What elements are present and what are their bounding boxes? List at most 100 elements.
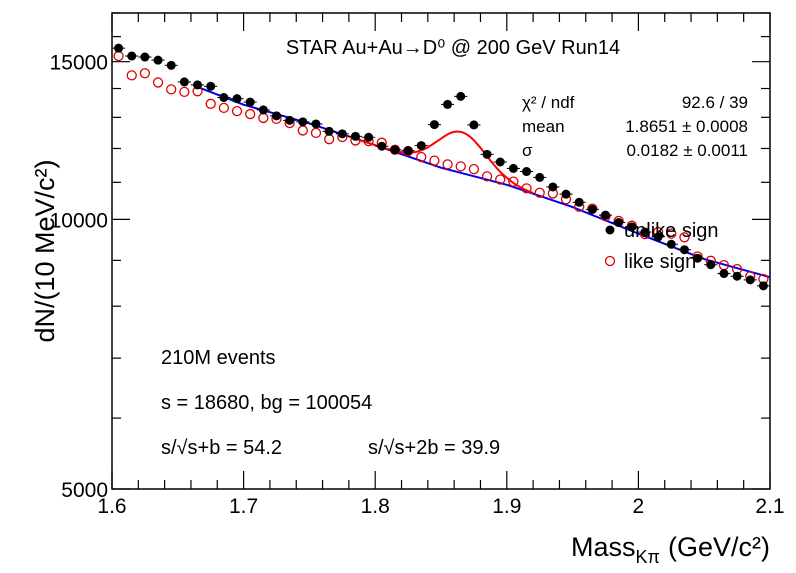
like-sign-point: [245, 108, 256, 120]
unlike-sign-point: [627, 222, 637, 232]
unlike-sign-point: [693, 253, 703, 263]
like-sign-point: [205, 98, 216, 109]
like-sign-point: [508, 176, 519, 187]
like-sign-point: [218, 102, 230, 114]
like-sign-point: [179, 86, 190, 98]
like-sign-point: [139, 68, 151, 79]
unlike-sign-point: [443, 99, 453, 109]
unlike-sign-point: [614, 218, 624, 228]
like-sign-point: [495, 174, 506, 185]
unlike-sign-point: [482, 149, 492, 159]
legend-label-unlike-sign: unlike sign: [624, 220, 719, 242]
like-sign-point: [152, 77, 164, 88]
unlike-sign-point: [456, 91, 466, 101]
unlike-sign-point: [666, 239, 676, 249]
unlike-sign-point: [153, 55, 163, 65]
stats-box: χ² / ndf 92.6 / 39 mean 1.8651 ± 0.0008 …: [522, 93, 748, 160]
annotation-events: 210M events: [161, 347, 276, 369]
unlike-sign-point: [653, 232, 663, 242]
unlike-sign-point: [193, 80, 203, 90]
like-sign-point: [310, 127, 322, 139]
x-axis: 1.6 1.7 1.8 1.9 2 2.1: [97, 13, 785, 518]
legend-marker-like-sign: [604, 255, 616, 267]
legend-marker-unlike-sign: [605, 225, 615, 235]
annotation-counts: s = 18680, bg = 100054: [161, 392, 372, 414]
like-sign-point: [679, 232, 690, 243]
like-sign-point: [442, 159, 453, 170]
like-sign-point: [455, 161, 466, 172]
unlike-sign-point: [350, 131, 360, 141]
stat-value-sigma: 0.0182 ± 0.0011: [626, 141, 748, 160]
like-sign-point: [666, 228, 677, 239]
unlike-sign-point: [114, 43, 124, 53]
unlike-sign-point: [561, 189, 571, 199]
plot-frame: [111, 12, 771, 490]
unlike-sign-point: [298, 117, 308, 127]
unlike-sign-point: [522, 167, 532, 177]
series-unlike-sign: [112, 43, 770, 291]
stat-value-chi2: 92.6 / 39: [682, 93, 748, 112]
unlike-sign-point: [311, 119, 321, 129]
unlike-sign-point: [337, 129, 347, 139]
like-sign-point: [323, 134, 335, 145]
unlike-sign-point: [416, 141, 426, 151]
annotation-significance-s2b: s/√s+2b = 39.9: [368, 437, 500, 459]
unlike-sign-point: [272, 111, 281, 121]
unlike-sign-point: [495, 157, 505, 167]
like-sign-point: [297, 125, 308, 136]
like-sign-point: [468, 163, 480, 175]
x-tick-label: 2.1: [755, 495, 784, 518]
x-axis-title-unit: (GeV/c²): [668, 532, 770, 562]
like-sign-point: [521, 183, 532, 194]
unlike-sign-point: [245, 97, 255, 107]
unlike-sign-point: [232, 94, 242, 104]
unlike-sign-point: [324, 126, 334, 136]
annotation-significance-sb: s/√s+b = 54.2: [161, 437, 282, 459]
unlike-sign-point: [140, 52, 150, 62]
x-tick-label: 1.8: [361, 495, 390, 518]
unlike-sign-point: [403, 146, 413, 156]
like-sign-point: [429, 155, 440, 166]
unlike-sign-point: [127, 51, 137, 61]
unlike-sign-point: [601, 210, 610, 220]
x-tick-label: 2: [633, 495, 645, 518]
stat-value-mean: 1.8651 ± 0.0008: [625, 117, 748, 136]
unlike-sign-point: [219, 93, 229, 103]
like-sign-point: [534, 187, 545, 198]
unlike-sign-point: [640, 227, 650, 237]
unlike-sign-point: [719, 269, 729, 279]
unlike-sign-point: [166, 60, 176, 70]
x-tick-label: 1.9: [492, 495, 521, 518]
like-sign-point: [113, 50, 124, 62]
like-sign-point: [231, 105, 243, 117]
legend-label-like-sign: like sign: [624, 251, 696, 273]
unlike-sign-point: [179, 77, 189, 87]
unlike-sign-point: [377, 141, 387, 151]
unlike-sign-point: [548, 182, 558, 192]
unlike-sign-point: [508, 163, 518, 173]
unlike-sign-point: [364, 132, 374, 142]
unlike-sign-point: [706, 260, 716, 270]
unlike-sign-point: [429, 120, 439, 130]
chart-title: STAR Au+Au→D⁰ @ 200 GeV Run14: [286, 37, 620, 59]
x-tick-label: 1.7: [229, 495, 258, 518]
unlike-sign-point: [745, 275, 755, 285]
y-tick-label: 15000: [50, 52, 108, 75]
unlike-sign-point: [574, 197, 584, 207]
y-tick-label: 5000: [61, 479, 108, 502]
y-tick-label: 10000: [50, 209, 108, 232]
like-sign-point: [258, 112, 269, 124]
stat-name-chi2: χ² / ndf: [522, 93, 575, 112]
unlike-sign-point: [285, 115, 295, 125]
unlike-sign-point: [258, 105, 268, 115]
x-axis-title-subscript: Kπ: [636, 547, 660, 567]
unlike-sign-point: [758, 281, 768, 291]
unlike-sign-point: [535, 172, 545, 182]
x-tick-label: 1.6: [97, 495, 126, 518]
like-sign-point: [126, 70, 137, 81]
legend: unlike sign like sign: [604, 220, 719, 273]
y-axis: 5000 10000 15000: [50, 12, 770, 502]
unlike-sign-point: [587, 204, 597, 214]
unlike-sign-point: [206, 81, 216, 91]
